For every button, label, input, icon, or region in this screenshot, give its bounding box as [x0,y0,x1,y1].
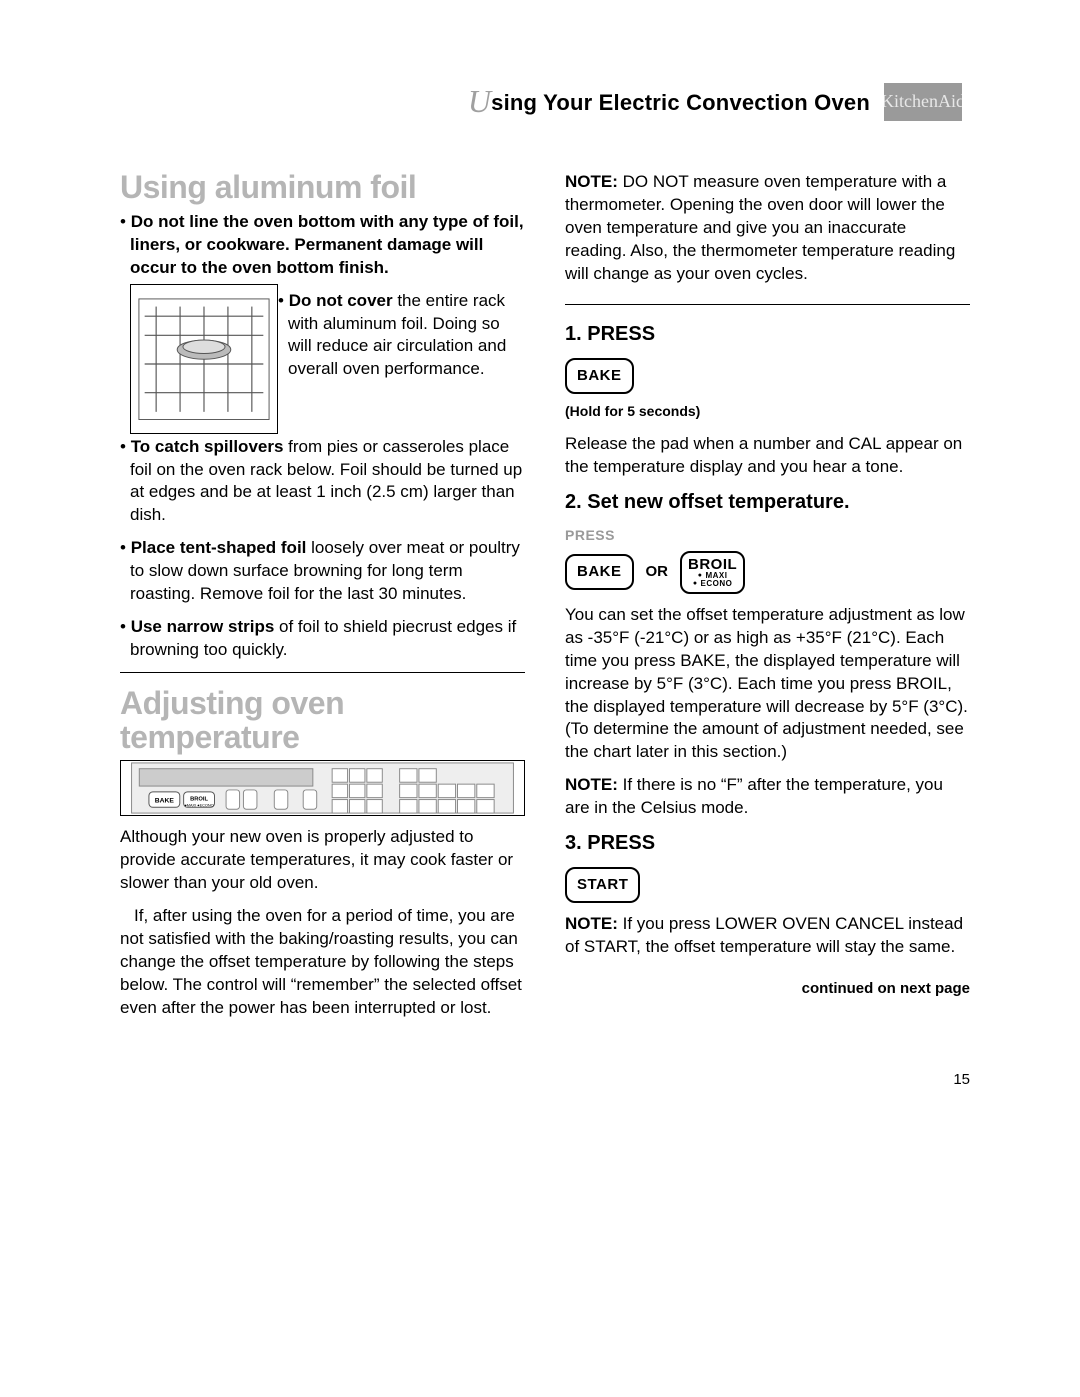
bake-button-2: BAKE [565,554,634,590]
step-2-body: You can set the offset temperature adjus… [565,604,970,765]
step-2-buttons: BAKE OR BROIL MAXI ECONO [565,551,970,594]
or-text: OR [646,562,669,582]
svg-text:BAKE: BAKE [155,798,175,805]
page-title: Using Your Electric Convection Oven [468,80,870,123]
right-column: NOTE: DO NOT measure oven temperature wi… [565,171,970,1030]
broil-button: BROIL MAXI ECONO [680,551,745,594]
adjusting-para-1: Although your new oven is properly adjus… [120,826,525,895]
svg-text:●MAXI ●ECONO: ●MAXI ●ECONO [184,804,213,808]
section-adjusting-title: Adjusting oven temperature [120,687,525,754]
title-dropcap: U [468,83,491,119]
divider [120,672,525,673]
content-columns: Using aluminum foil Do not line the oven… [120,171,970,1030]
bullet-narrow-strips: Use narrow strips of foil to shield piec… [120,616,525,662]
step-3-title: 3. PRESS [565,830,970,857]
brand-logo: KitchenAid [884,83,962,121]
oven-illustration [130,284,278,434]
page-number: 15 [120,1070,970,1090]
page-header: Using Your Electric Convection Oven Kitc… [120,80,970,123]
step-1-title: 1. PRESS [565,321,970,348]
step-2-title: 2. Set new offset temperature. [565,489,970,516]
bullet-do-not-line: Do not line the oven bottom with any typ… [120,211,525,280]
foil-bullets-cont: To catch spillovers from pies or cassero… [120,436,525,662]
note-top: NOTE: DO NOT measure oven temperature wi… [565,171,970,286]
left-column: Using aluminum foil Do not line the oven… [120,171,525,1030]
bake-button: BAKE [565,358,634,394]
section-using-foil-title: Using aluminum foil [120,171,525,205]
title-rest: sing Your Electric Convection Oven [491,90,870,115]
step-1-body: Release the pad when a number and CAL ap… [565,433,970,479]
control-panel-icon: BAKE BROIL ●MAXI ●ECONO [121,761,524,815]
adjusting-para-2: If, after using the oven for a period of… [120,905,525,1020]
press-label: PRESS [565,526,970,545]
svg-text:BROIL: BROIL [190,797,208,803]
step-3-note: NOTE: If you press LOWER OVEN CANCEL ins… [565,913,970,959]
bullet-tent-foil: Place tent-shaped foil loosely over meat… [120,537,525,606]
foil-bullets: Do not line the oven bottom with any typ… [120,211,525,382]
continued-text: continued on next page [565,979,970,999]
start-button: START [565,867,640,903]
hold-instruction: (Hold for 5 seconds) [565,402,970,421]
control-panel-illustration: BAKE BROIL ●MAXI ●ECONO [120,760,525,816]
oven-rack-icon [137,297,271,421]
step-2-note: NOTE: If there is no “F” after the tempe… [565,774,970,820]
bullet-catch-spillovers: To catch spillovers from pies or cassero… [120,436,525,528]
divider [565,304,970,305]
